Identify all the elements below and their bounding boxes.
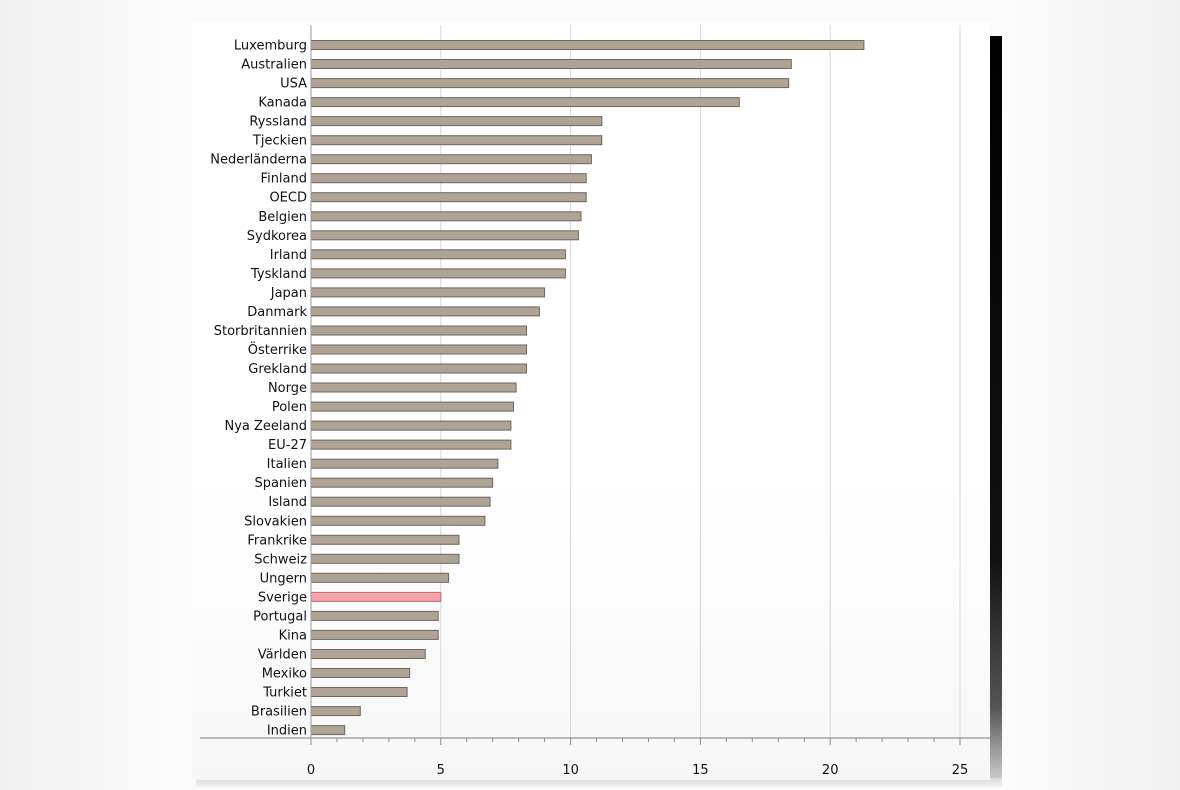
bar-11 [310,249,566,260]
bar-18 [310,382,517,393]
bar-9 [310,211,582,222]
bar-29 [310,591,442,602]
category-label-21: EU-27 [268,438,307,453]
bar-25 [310,515,486,526]
bar-8 [310,192,587,203]
bar-23 [310,477,494,488]
category-label-28: Ungern [260,571,307,586]
bar-3 [310,97,740,108]
category-label-31: Kina [279,628,307,643]
bar-0 [310,40,865,50]
category-label-34: Turkiet [262,686,307,701]
category-label-15: Storbritannien [214,324,307,339]
bar-26 [310,534,460,545]
bar-36 [310,725,346,736]
bar-4 [310,116,603,127]
bar-15 [310,325,527,336]
bar-5 [310,135,603,146]
bar-32 [310,649,426,659]
category-label-11: Irland [270,248,307,263]
category-label-9: Belgien [258,210,307,225]
category-label-22: Italien [267,457,307,472]
category-label-7: Finland [261,172,307,187]
bar-17 [310,363,527,374]
bar-2 [310,78,790,89]
category-label-30: Portugal [253,609,307,624]
category-label-5: Tjeckien [252,134,307,149]
category-label-29: Sverige [258,590,307,605]
bar-35 [310,706,361,717]
category-label-17: Grekland [248,362,307,377]
category-label-26: Frankrike [247,533,307,548]
category-label-32: Världen [258,648,307,663]
bar-28 [310,572,450,583]
category-label-13: Japan [270,286,307,301]
x-axis: 0 5 10 15 20 25 [200,25,990,778]
category-label-8: OECD [269,191,307,206]
bar-12 [310,268,566,279]
x-tick-label-5: 25 [952,763,969,778]
x-tick-label-1: 5 [437,763,445,778]
category-label-36: Indien [267,724,307,739]
x-tick-label-0: 0 [307,763,315,778]
bars [310,40,865,736]
category-label-20: Nya Zeeland [225,419,308,434]
category-label-12: Tyskland [250,267,307,282]
bar-14 [310,306,540,317]
category-label-1: Australien [241,58,307,73]
category-label-18: Norge [268,381,307,396]
panel-bottom-edge [196,778,1002,787]
panel-shadow [990,36,1002,782]
bar-34 [310,687,408,697]
bar-10 [310,230,579,241]
category-label-10: Sydkorea [247,229,307,244]
bar-20 [310,420,512,431]
category-label-25: Slovakien [244,514,307,529]
bar-31 [310,629,439,640]
category-label-6: Nederländerna [210,153,307,168]
bar-19 [310,401,514,412]
bar-30 [310,610,439,621]
category-label-24: Island [268,495,307,510]
category-label-16: Österrike [248,341,307,358]
bar-33 [310,668,411,678]
bar-6 [310,154,592,165]
x-tick-label-2: 10 [562,763,579,778]
bar-24 [310,496,491,507]
x-tick-label-3: 15 [692,763,709,778]
bar-1 [310,59,792,69]
category-label-0: Luxemburg [234,39,307,54]
bar-16 [310,344,527,355]
category-label-4: Ryssland [249,115,307,130]
category-label-14: Danmark [247,305,307,320]
category-label-23: Spanien [254,476,307,491]
x-tick-label-4: 20 [822,763,839,778]
bar-27 [310,553,460,564]
bar-21 [310,439,512,450]
category-label-2: USA [280,77,307,92]
category-label-3: Kanada [258,96,307,111]
category-label-27: Schweiz [254,552,307,567]
category-labels: Luxemburg Australien USA Kanada Ryssland Tjec… [210,39,307,739]
category-label-33: Mexiko [262,667,307,682]
bar-7 [310,173,587,184]
bar-22 [310,458,499,469]
category-label-19: Polen [272,400,307,415]
category-label-35: Brasilien [251,705,307,720]
bar-13 [310,287,546,298]
